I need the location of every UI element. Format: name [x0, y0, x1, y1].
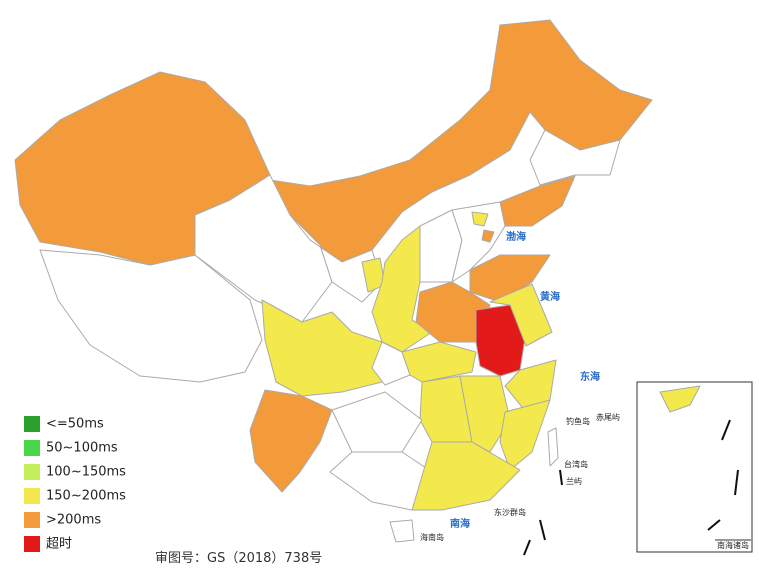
island-label: 海南岛	[420, 532, 444, 542]
sea-label: 黄海	[540, 290, 560, 303]
inset	[636, 381, 753, 553]
jilin	[529, 129, 621, 186]
tianjin	[481, 229, 495, 243]
island-label: 钓鱼岛	[566, 416, 590, 426]
sea-label: 南海	[450, 517, 470, 530]
hebei	[451, 201, 506, 283]
hubei	[401, 341, 477, 383]
legend-label: 超时	[46, 537, 72, 552]
legend-swatch	[24, 440, 40, 456]
legend-label: <=50ms	[46, 417, 104, 432]
legend-label: 150~200ms	[46, 489, 126, 504]
legend-swatch	[24, 512, 40, 528]
island-label: 赤尾屿	[596, 413, 620, 422]
inset-coast	[659, 385, 701, 413]
legend-swatch	[24, 464, 40, 480]
sea-label: 东海	[580, 370, 600, 383]
island-label: 台湾岛	[564, 459, 588, 469]
nine-dash-line	[523, 469, 563, 556]
taiwan	[547, 427, 559, 467]
island-label: 南海诸岛	[717, 540, 749, 550]
jiangsu	[489, 283, 553, 347]
legend-label: >200ms	[46, 513, 101, 528]
legend-swatch	[24, 536, 40, 552]
legend-label: 50~100ms	[46, 441, 118, 456]
legend-swatch	[24, 416, 40, 432]
jiangxi	[459, 375, 511, 453]
china-map	[14, 19, 653, 543]
inner-mongolia-heilongjiang	[269, 19, 653, 263]
island-label: 兰屿	[566, 476, 582, 486]
legend-swatch	[24, 488, 40, 504]
hainan	[389, 519, 415, 543]
guangdong	[411, 441, 521, 511]
legend-label: 100~150ms	[46, 465, 126, 480]
island-label: 东沙群岛	[494, 507, 526, 517]
fujian	[499, 399, 551, 471]
guizhou	[331, 391, 423, 453]
liaoning	[499, 175, 576, 227]
sea-label: 渤海	[506, 230, 526, 243]
beijing	[471, 211, 489, 227]
yunnan	[249, 389, 333, 493]
chongqing	[371, 341, 411, 386]
map-approval-number: 审图号：GS（2018）738号	[155, 551, 322, 566]
